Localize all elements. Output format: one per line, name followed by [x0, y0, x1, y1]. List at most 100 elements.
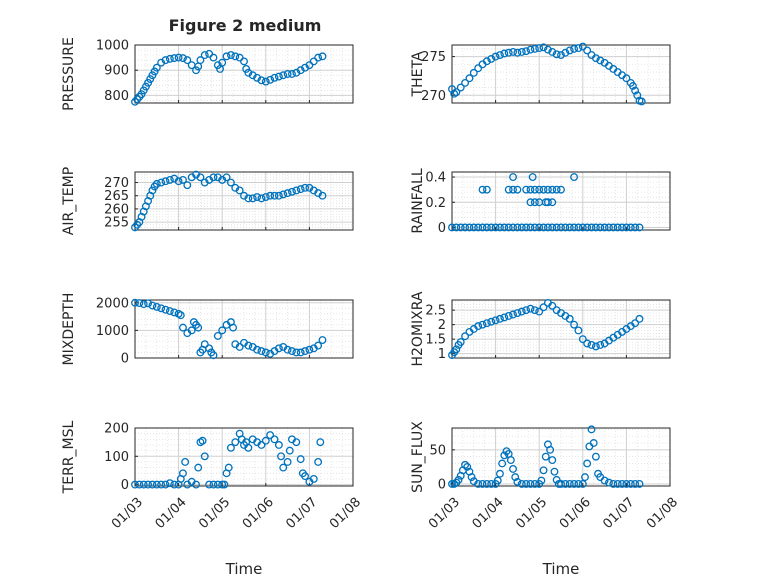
data-point	[224, 463, 233, 472]
data-point	[557, 480, 565, 488]
data-point	[635, 480, 644, 488]
data-point	[581, 473, 589, 482]
data-point	[461, 332, 470, 341]
data-point	[491, 52, 500, 61]
y-tick-label: 1000	[96, 39, 129, 54]
data-point	[613, 480, 622, 488]
y-axis-label: MIXDEPTH	[61, 293, 77, 366]
data-point	[161, 305, 170, 314]
data-point	[465, 223, 474, 232]
data-point	[526, 304, 535, 313]
data-point	[314, 341, 323, 350]
y-tick-label: 900	[104, 64, 129, 79]
data-point	[631, 319, 640, 328]
data-point	[557, 223, 565, 232]
data-point	[591, 54, 600, 63]
data-point	[474, 64, 483, 73]
data-point	[618, 480, 626, 488]
data-point	[209, 351, 218, 360]
data-point	[578, 223, 587, 232]
x-tick-label: 01/05	[513, 495, 550, 532]
data-point	[279, 71, 288, 80]
data-point	[574, 480, 583, 488]
data-point	[609, 480, 618, 488]
data-point	[170, 54, 179, 63]
data-point	[530, 480, 539, 488]
data-point	[318, 191, 327, 200]
data-point	[152, 179, 161, 188]
data-point	[144, 299, 153, 308]
data-point	[496, 314, 504, 323]
data-point	[570, 44, 579, 53]
axes-box	[451, 299, 671, 359]
data-point	[496, 51, 504, 60]
y-axis-label: AIR_TEMP	[61, 167, 77, 235]
data-point	[448, 480, 456, 488]
data-point	[509, 464, 517, 473]
data-point	[506, 456, 515, 465]
data-point	[131, 298, 139, 307]
data-point	[279, 190, 288, 199]
data-point	[522, 480, 531, 488]
data-point	[578, 42, 587, 51]
data-point	[218, 58, 227, 67]
data-point	[266, 191, 275, 200]
data-point	[478, 320, 487, 329]
data-point	[179, 54, 187, 63]
data-point	[596, 223, 605, 232]
data-point	[205, 344, 214, 353]
data-point	[165, 479, 174, 488]
data-point	[535, 307, 544, 316]
data-point	[135, 299, 144, 307]
data-point	[513, 477, 522, 486]
data-point	[244, 194, 253, 203]
y-tick-label: 270	[421, 89, 446, 104]
data-point	[522, 47, 531, 56]
data-point	[205, 49, 214, 58]
data-point	[605, 223, 613, 232]
data-point	[539, 466, 548, 475]
data-point	[135, 480, 144, 489]
data-point	[261, 436, 270, 445]
y-tick-label: 0.2	[425, 196, 446, 211]
data-point	[283, 458, 292, 466]
data-point	[537, 476, 546, 485]
data-point	[474, 322, 483, 331]
data-point	[543, 223, 552, 232]
data-point	[622, 480, 631, 488]
data-point	[200, 51, 209, 60]
data-point	[509, 185, 517, 194]
data-point	[474, 223, 483, 232]
y-axis-label: H2OMIXRA	[410, 291, 426, 366]
data-point	[318, 336, 327, 344]
data-point	[152, 480, 161, 489]
data-point	[552, 223, 561, 232]
axes-box	[451, 171, 671, 231]
data-point	[309, 57, 318, 66]
data-point	[270, 191, 279, 200]
data-point	[469, 223, 478, 232]
data-point	[174, 177, 183, 186]
data-point	[139, 480, 148, 489]
data-point	[491, 223, 500, 232]
data-point	[229, 323, 238, 332]
y-tick-label: 1000	[96, 324, 129, 339]
data-point	[491, 316, 500, 325]
data-point	[316, 438, 325, 447]
data-point	[314, 458, 323, 466]
data-point	[170, 308, 179, 317]
data-point	[465, 74, 474, 83]
x-tick-label: 01/07	[283, 495, 320, 532]
data-point	[635, 223, 644, 232]
data-point	[478, 185, 487, 194]
y-tick-label: 2000	[96, 296, 129, 311]
data-point	[285, 446, 294, 455]
data-point	[548, 185, 557, 194]
data-point	[474, 480, 483, 488]
data-point	[226, 443, 235, 452]
data-point	[631, 223, 640, 232]
